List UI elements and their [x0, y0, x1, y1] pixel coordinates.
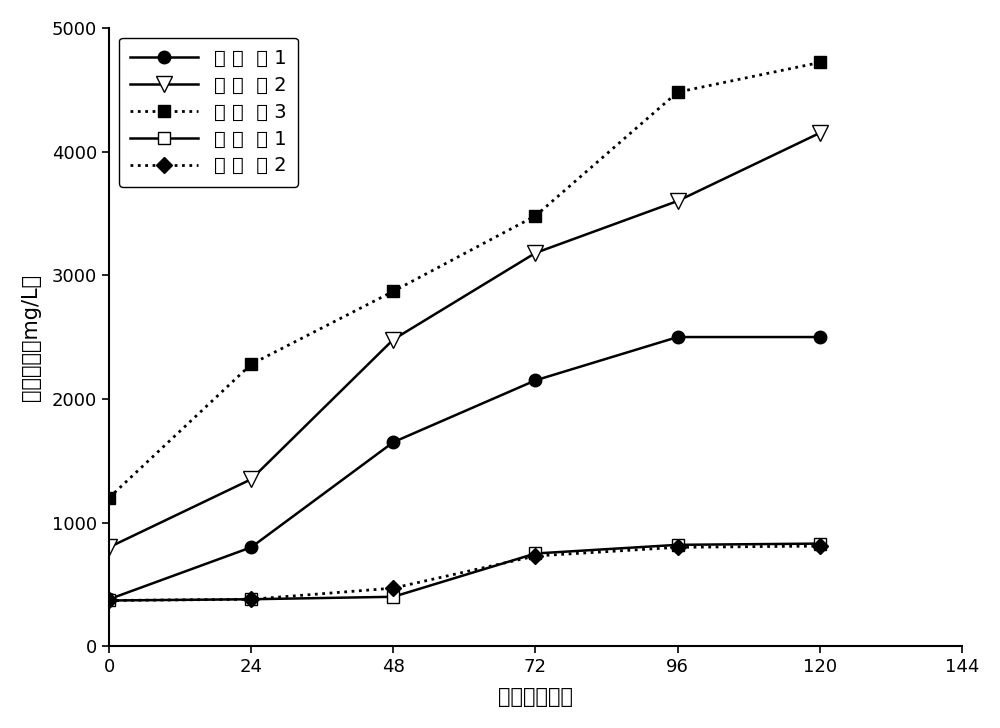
Y-axis label: 菌体产量（mg/L）: 菌体产量（mg/L） — [21, 274, 41, 400]
Line: 实 施  例 1: 实 施 例 1 — [103, 331, 826, 606]
对 比  例 1 — [387, 593, 399, 601]
对 比  例 2 — [245, 595, 257, 604]
实 施  例 2 — [387, 335, 399, 344]
X-axis label: 时间（小时）: 时间（小时） — [498, 687, 573, 707]
Line: 对 比  例 2: 对 比 例 2 — [103, 540, 825, 606]
实 施  例 2 — [814, 129, 826, 138]
实 施  例 3 — [529, 211, 541, 220]
Legend: 实 施  例 1, 实 施  例 2, 实 施  例 3, 对 比  例 1, 对 比  例 2: 实 施 例 1, 实 施 例 2, 实 施 例 3, 对 比 例 1, 对 比 … — [119, 38, 298, 187]
实 施  例 2 — [672, 197, 684, 205]
实 施  例 2 — [103, 543, 115, 552]
对 比  例 1 — [814, 539, 826, 548]
实 施  例 2 — [245, 475, 257, 483]
实 施  例 3 — [672, 88, 684, 97]
实 施  例 1 — [387, 438, 399, 446]
实 施  例 3 — [814, 58, 826, 67]
对 比  例 2 — [672, 543, 684, 552]
Line: 实 施  例 3: 实 施 例 3 — [103, 56, 826, 504]
Line: 对 比  例 1: 对 比 例 1 — [103, 537, 826, 606]
对 比  例 1 — [103, 596, 115, 605]
实 施  例 3 — [245, 360, 257, 368]
实 施  例 1 — [245, 543, 257, 552]
对 比  例 1 — [672, 540, 684, 549]
实 施  例 1 — [814, 333, 826, 341]
Line: 实 施  例 2: 实 施 例 2 — [101, 125, 827, 555]
实 施  例 2 — [529, 248, 541, 257]
对 比  例 2 — [529, 552, 541, 561]
实 施  例 3 — [387, 287, 399, 296]
实 施  例 3 — [103, 494, 115, 502]
对 比  例 2 — [387, 584, 399, 593]
实 施  例 1 — [103, 595, 115, 604]
实 施  例 1 — [672, 333, 684, 341]
对 比  例 2 — [103, 596, 115, 605]
实 施  例 1 — [529, 376, 541, 384]
对 比  例 2 — [814, 542, 826, 550]
对 比  例 1 — [245, 595, 257, 604]
对 比  例 1 — [529, 549, 541, 558]
